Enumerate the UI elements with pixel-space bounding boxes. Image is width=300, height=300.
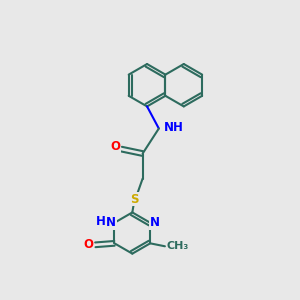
Text: O: O: [84, 238, 94, 251]
Text: CH₃: CH₃: [167, 241, 189, 251]
Text: N: N: [106, 216, 116, 229]
Text: O: O: [111, 140, 121, 153]
Text: H: H: [95, 215, 105, 228]
Text: N: N: [150, 216, 160, 229]
Text: NH: NH: [164, 121, 184, 134]
Text: S: S: [130, 193, 139, 206]
